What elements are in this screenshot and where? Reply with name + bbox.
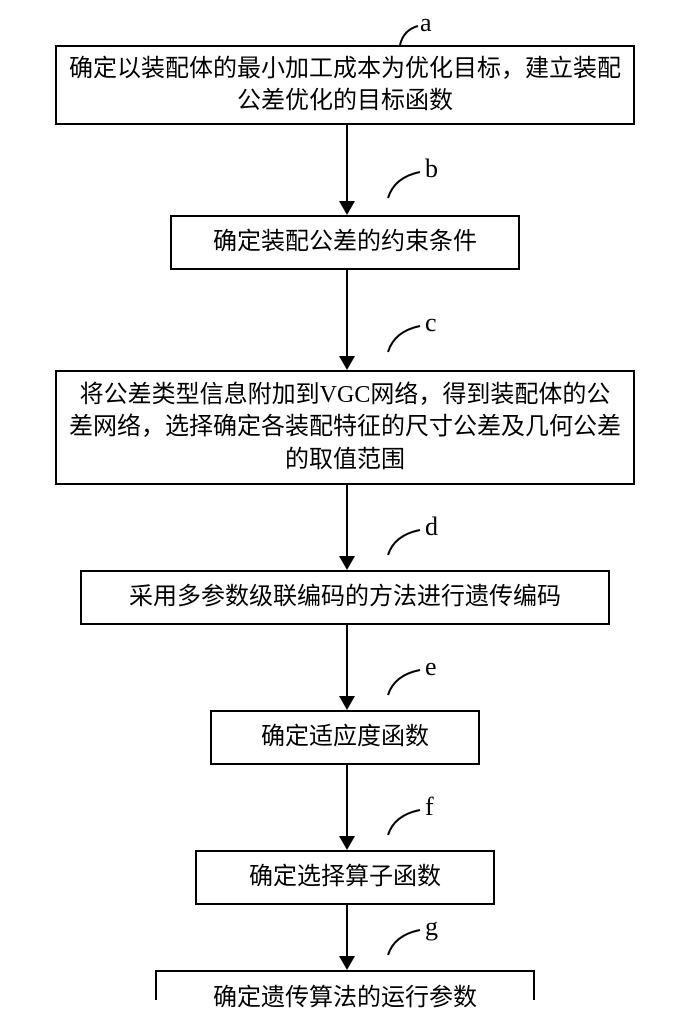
- arrow-head-a-b: [339, 201, 355, 215]
- leader-line-g: [383, 925, 425, 960]
- flowchart-node-text: 确定适应度函数: [261, 721, 429, 753]
- leader-line-c: [383, 321, 425, 357]
- flowchart-node-text: 确定装配公差的约束条件: [213, 226, 477, 258]
- flowchart-node-label-f: f: [425, 792, 434, 822]
- flowchart-node-a: 确定以装配体的最小加工成本为优化目标，建立装配公差优化的目标函数: [55, 45, 635, 125]
- flowchart-canvas: 确定以装配体的最小加工成本为优化目标，建立装配公差优化的目标函数a确定装配公差的…: [0, 0, 694, 1000]
- flowchart-node-label-g: g: [425, 912, 438, 942]
- arrow-a-b: [346, 125, 348, 203]
- flowchart-node-label-d: d: [425, 512, 438, 542]
- arrow-f-g: [346, 905, 348, 958]
- flowchart-node-label-c: c: [425, 308, 437, 338]
- arrow-head-c-d: [339, 556, 355, 570]
- arrow-head-d-e: [339, 696, 355, 710]
- flowchart-node-text: 采用多参数级联编码的方法进行遗传编码: [129, 581, 561, 613]
- flowchart-node-d: 采用多参数级联编码的方法进行遗传编码: [80, 570, 610, 625]
- flowchart-node-c: 将公差类型信息附加到VGC网络，得到装配体的公差网络，选择确定各装配特征的尺寸公…: [55, 370, 635, 485]
- leader-line-f: [383, 805, 425, 840]
- flowchart-node-label-e: e: [425, 652, 437, 682]
- leader-line-a: [395, 21, 423, 50]
- flowchart-node-b: 确定装配公差的约束条件: [170, 215, 520, 270]
- arrow-e-f: [346, 765, 348, 838]
- arrow-d-e: [346, 625, 348, 698]
- leader-line-b: [383, 167, 425, 203]
- flowchart-node-text: 确定选择算子函数: [249, 861, 441, 893]
- flowchart-node-g: 确定遗传算法的运行参数: [155, 970, 535, 1000]
- flowchart-node-text: 将公差类型信息附加到VGC网络，得到装配体的公差网络，选择确定各装配特征的尺寸公…: [69, 379, 621, 476]
- flowchart-node-e: 确定适应度函数: [210, 710, 480, 765]
- leader-line-d: [383, 525, 425, 560]
- flowchart-node-text: 确定遗传算法的运行参数: [213, 982, 477, 1014]
- flowchart-node-label-b: b: [425, 154, 438, 184]
- flowchart-node-text: 确定以装配体的最小加工成本为优化目标，建立装配公差优化的目标函数: [69, 53, 621, 118]
- arrow-head-b-c: [339, 356, 355, 370]
- leader-line-e: [383, 665, 425, 700]
- arrow-b-c: [346, 270, 348, 358]
- arrow-head-f-g: [339, 956, 355, 970]
- arrow-head-e-f: [339, 836, 355, 850]
- arrow-c-d: [346, 485, 348, 558]
- flowchart-node-f: 确定选择算子函数: [195, 850, 495, 905]
